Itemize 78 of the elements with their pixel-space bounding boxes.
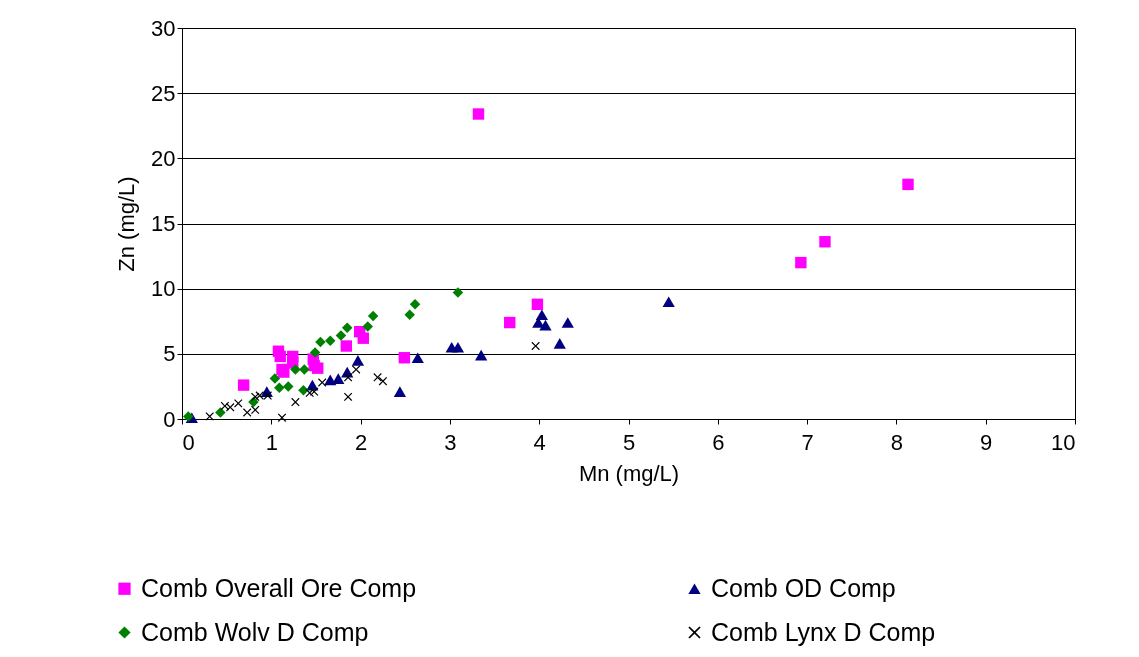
point — [318, 378, 327, 387]
point — [357, 332, 369, 344]
point — [309, 387, 319, 396]
point — [409, 299, 421, 310]
x-tick-label: 9 — [980, 429, 993, 455]
point — [662, 296, 675, 307]
point — [269, 373, 281, 384]
x-tick-label: 10 — [1051, 429, 1076, 455]
x-tick-label: 6 — [712, 429, 725, 455]
y-tick-label: 20 — [151, 145, 176, 171]
point — [535, 309, 548, 321]
point — [819, 236, 831, 248]
x-tick-label: 1 — [265, 429, 278, 455]
point — [274, 350, 286, 363]
point — [411, 352, 424, 364]
point — [472, 108, 485, 120]
point — [553, 338, 566, 349]
point — [243, 408, 252, 417]
point — [335, 330, 347, 341]
x-tick-label: 5 — [622, 429, 636, 455]
point — [237, 379, 250, 391]
point — [215, 407, 226, 418]
point — [902, 178, 914, 191]
point — [183, 411, 194, 422]
point — [451, 342, 465, 353]
point — [795, 256, 807, 269]
x-tick-label: 0 — [182, 429, 195, 455]
point — [299, 364, 310, 375]
point — [263, 391, 272, 400]
point — [351, 365, 361, 374]
point — [531, 341, 540, 351]
x-axis-title: Mn (mg/L) — [578, 460, 680, 486]
x-tick-label: 4 — [533, 429, 546, 455]
y-tick-label: 30 — [151, 15, 176, 41]
point — [312, 362, 324, 374]
point — [362, 321, 373, 332]
point — [531, 298, 544, 311]
y-tick-label: 0 — [163, 406, 176, 432]
legend-label: Comb Wolv D Comp — [141, 617, 369, 646]
point — [452, 287, 464, 298]
point — [404, 309, 415, 320]
point — [398, 352, 411, 364]
point — [290, 364, 301, 375]
y-axis-title: Zn (mg/L) — [114, 176, 140, 272]
point — [277, 413, 287, 422]
point — [255, 391, 264, 400]
point — [324, 335, 336, 347]
point — [226, 403, 235, 412]
y-tick-label: 10 — [151, 276, 176, 302]
legend-label: Comb OD Comp — [711, 573, 896, 602]
x-tick-label: 8 — [890, 429, 904, 455]
y-tick-label: 25 — [151, 80, 176, 106]
point — [343, 392, 353, 402]
point — [251, 405, 260, 415]
legend-label: Comb Overall Ore Comp — [141, 573, 417, 602]
x-tick-label: 7 — [801, 429, 814, 455]
point — [274, 382, 285, 393]
point — [504, 316, 516, 329]
point — [393, 386, 407, 397]
legend-label: Comb Lynx D Comp — [711, 617, 936, 646]
point — [291, 397, 300, 407]
y-tick-label: 15 — [151, 211, 176, 236]
point — [340, 340, 353, 352]
point — [283, 381, 294, 392]
point — [309, 347, 321, 358]
point — [378, 377, 388, 386]
point — [367, 310, 379, 322]
x-tick-label: 2 — [354, 429, 368, 455]
point — [561, 317, 574, 328]
point — [539, 319, 552, 331]
point — [341, 322, 353, 334]
x-tick-label: 3 — [444, 429, 457, 455]
point — [315, 336, 326, 348]
point — [475, 349, 488, 361]
point — [343, 373, 353, 382]
point — [298, 385, 309, 396]
y-tick-label: 5 — [163, 341, 176, 367]
point — [351, 355, 365, 366]
